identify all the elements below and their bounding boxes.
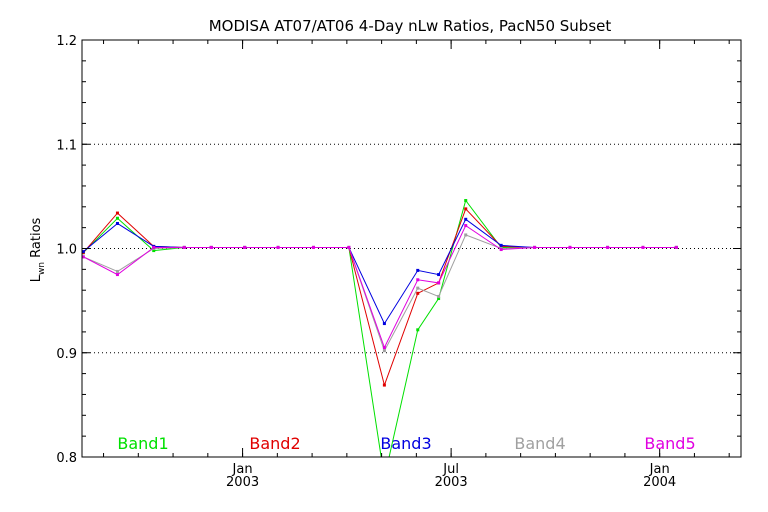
data-point-band5 bbox=[499, 248, 503, 252]
data-point-band5 bbox=[276, 245, 280, 249]
x-tick-label-year: 2003 bbox=[226, 475, 259, 490]
data-point-band3 bbox=[464, 217, 468, 221]
data-point-band5 bbox=[568, 245, 572, 249]
data-point-band3 bbox=[382, 322, 386, 326]
y-axis-label-main: L bbox=[29, 274, 44, 282]
data-point-band3 bbox=[115, 221, 119, 225]
data-point-band5 bbox=[464, 224, 468, 228]
series-line-band2 bbox=[82, 207, 677, 387]
y-tick-label: 0.8 bbox=[56, 451, 77, 466]
data-point-band5 bbox=[437, 281, 441, 285]
data-point-band4 bbox=[115, 269, 119, 273]
y-axis-label: Lwn Ratios bbox=[29, 217, 47, 282]
data-point-band4 bbox=[464, 233, 468, 237]
legend-label-band1: Band1 bbox=[117, 434, 168, 453]
data-point-band1 bbox=[416, 328, 420, 332]
y-tick-label: 1.0 bbox=[56, 243, 77, 258]
data-point-band5 bbox=[641, 245, 645, 249]
data-point-band5 bbox=[533, 245, 537, 249]
data-point-band5 bbox=[182, 245, 186, 249]
y-tick-label: 0.9 bbox=[56, 347, 77, 362]
data-point-band5 bbox=[382, 346, 386, 350]
data-point-band2 bbox=[382, 383, 386, 387]
legend-label-band4: Band4 bbox=[514, 434, 565, 453]
data-point-band3 bbox=[82, 250, 85, 254]
data-point-band3 bbox=[416, 268, 420, 272]
data-point-band5 bbox=[311, 245, 315, 249]
data-point-band5 bbox=[209, 245, 213, 249]
data-point-band1 bbox=[152, 249, 156, 253]
x-tick-label-month: Jan bbox=[649, 462, 670, 477]
data-point-band3 bbox=[499, 243, 503, 247]
data-point-band4 bbox=[382, 349, 386, 353]
series-line-band5 bbox=[83, 224, 677, 349]
x-tick-label-year: 2004 bbox=[643, 475, 676, 490]
data-point-band1 bbox=[437, 297, 441, 301]
data-point-band4 bbox=[437, 294, 441, 298]
data-point-band2 bbox=[416, 291, 420, 295]
y-axis-label-rest: Ratios bbox=[29, 217, 44, 262]
y-tick-label: 1.2 bbox=[56, 34, 77, 49]
data-point-band4 bbox=[416, 286, 420, 290]
data-point-band5 bbox=[606, 245, 610, 249]
data-point-band2 bbox=[464, 207, 468, 211]
x-tick-label-month: Jul bbox=[442, 462, 459, 477]
x-tick-label-month: Jan bbox=[232, 462, 253, 477]
data-point-band5 bbox=[416, 278, 420, 282]
series-line-band3 bbox=[82, 218, 677, 325]
x-tick-label-year: 2003 bbox=[435, 475, 468, 490]
data-point-band2 bbox=[115, 211, 119, 215]
data-point-band5 bbox=[152, 245, 156, 249]
data-point-band5 bbox=[243, 245, 247, 249]
data-point-band5 bbox=[347, 245, 351, 249]
data-point-band5 bbox=[674, 245, 678, 249]
y-axis-label-subscript: wn bbox=[37, 262, 47, 275]
legend-label-band5: Band5 bbox=[644, 434, 695, 453]
legend-label-band2: Band2 bbox=[249, 434, 300, 453]
data-point-band1 bbox=[383, 476, 386, 479]
data-point-band3 bbox=[437, 273, 441, 277]
data-point-band1 bbox=[464, 199, 468, 203]
series-markers bbox=[82, 199, 678, 479]
legend: Band1 Band2 Band3 Band4 Band5 bbox=[117, 434, 695, 453]
data-point-band5 bbox=[82, 255, 85, 259]
y-tick-label: 1.1 bbox=[56, 138, 77, 153]
data-point-band1 bbox=[115, 216, 119, 220]
legend-label-band3: Band3 bbox=[380, 434, 431, 453]
chart-title: MODISA AT07/AT06 4-Day nLw Ratios, PacN5… bbox=[209, 17, 612, 35]
data-point-band5 bbox=[115, 273, 119, 277]
